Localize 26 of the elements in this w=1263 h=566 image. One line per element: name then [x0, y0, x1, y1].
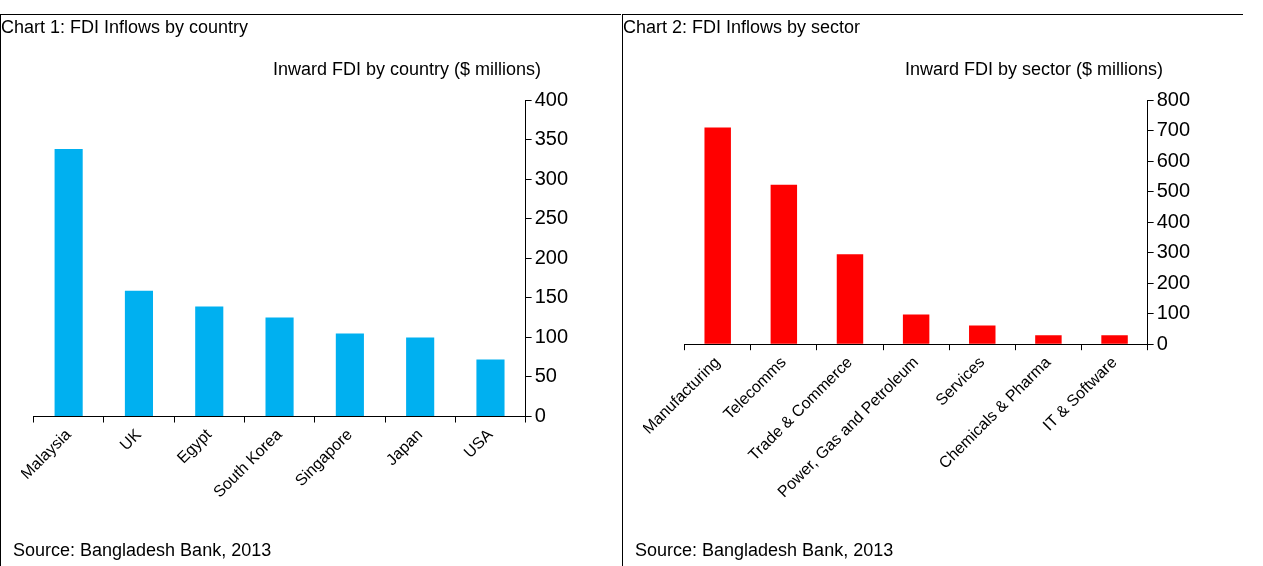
- y-tick-label: 350: [534, 127, 569, 150]
- y-tick-label: 100: [1156, 301, 1191, 324]
- source-note: Source: Bangladesh Bank, 2013: [635, 540, 894, 561]
- y-tick-label: 200: [534, 245, 569, 268]
- y-tick-label: 50: [534, 364, 557, 387]
- x-tick-label: USA: [460, 425, 496, 461]
- y-tick-label: 400: [1156, 209, 1191, 232]
- y-tick-label: 600: [1156, 148, 1191, 171]
- y-tick-label: 400: [534, 87, 569, 110]
- y-tick-label: 100: [534, 324, 569, 347]
- chart-title: Chart 2: FDI Inflows by sector: [623, 17, 861, 38]
- y-tick-label: 0: [534, 404, 546, 427]
- source-note: Source: Bangladesh Bank, 2013: [13, 540, 272, 561]
- y-tick-label: 150: [534, 285, 569, 308]
- chart-subtitle: Inward FDI by sector ($ millions): [903, 59, 1163, 80]
- y-tick-label: 0: [1156, 331, 1168, 354]
- y-tick-label: 300: [534, 166, 569, 189]
- y-tick-label: 700: [1156, 118, 1191, 141]
- y-tick-label: 800: [1156, 87, 1191, 110]
- y-tick-label: 200: [1156, 270, 1191, 293]
- y-tick-label: 300: [1156, 240, 1191, 263]
- y-tick-label: 250: [534, 206, 569, 229]
- chart-subtitle: Inward FDI by country ($ millions): [271, 59, 541, 80]
- y-tick-label: 500: [1156, 179, 1191, 202]
- x-tick-label: UK: [116, 425, 145, 454]
- chart-title: Chart 1: FDI Inflows by country: [1, 17, 249, 38]
